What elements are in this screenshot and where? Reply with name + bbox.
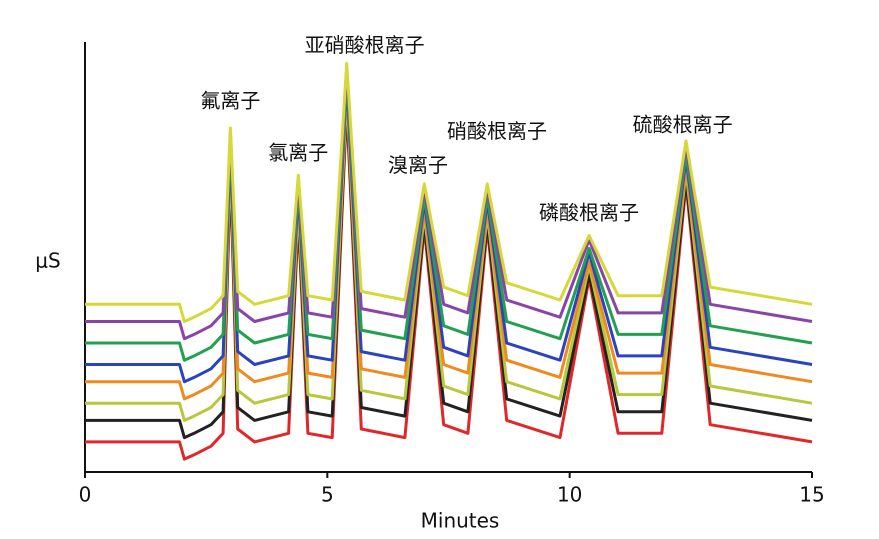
x-tick-label: 0 — [79, 483, 92, 507]
peak-label: 硝酸根离子 — [447, 119, 547, 143]
peak-label: 溴离子 — [388, 153, 448, 177]
y-axis-label: μS — [35, 249, 60, 273]
x-axis-label: Minutes — [421, 509, 500, 533]
peak-label: 氟离子 — [200, 89, 260, 113]
peak-label: 磷酸根离子 — [539, 201, 639, 225]
peak-label: 亚硝酸根离子 — [305, 33, 425, 57]
x-tick-label: 15 — [799, 483, 824, 507]
trace — [85, 62, 813, 323]
peak-label: 硫酸根离子 — [633, 112, 733, 136]
peak-label: 氯离子 — [268, 140, 328, 164]
x-tick-label: 5 — [321, 483, 334, 507]
x-tick-label: 10 — [557, 483, 582, 507]
